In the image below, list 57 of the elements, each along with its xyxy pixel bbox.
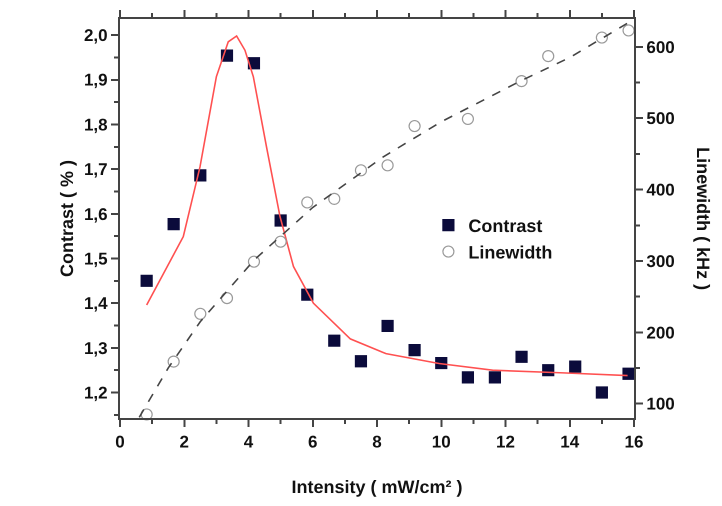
point bbox=[274, 236, 287, 248]
point bbox=[542, 50, 554, 62]
y2-tick-label: 200 bbox=[646, 323, 675, 342]
y-tick-label: 1,7 bbox=[84, 160, 108, 180]
y-tick-label: 1,9 bbox=[84, 70, 108, 90]
point bbox=[515, 350, 528, 363]
legend-label: Contrast bbox=[468, 216, 542, 236]
y2-tick-label: 100 bbox=[646, 394, 675, 414]
x-tick-label: 4 bbox=[244, 432, 254, 452]
y-tick-label: 1,4 bbox=[84, 294, 108, 314]
point bbox=[168, 356, 180, 368]
x-tick-label: 16 bbox=[624, 432, 644, 452]
point bbox=[622, 368, 635, 380]
legend-label: Linewidth bbox=[468, 242, 552, 263]
point bbox=[569, 360, 582, 373]
point bbox=[408, 120, 421, 132]
x-tick-label: 0 bbox=[115, 432, 125, 452]
point bbox=[220, 292, 234, 304]
point bbox=[328, 192, 340, 205]
point bbox=[488, 371, 501, 384]
y2-axis-title: Linewidth ( kHz ) bbox=[692, 147, 713, 290]
y2-tick-label: 300 bbox=[646, 252, 675, 271]
point bbox=[354, 164, 368, 176]
point bbox=[194, 308, 206, 320]
point bbox=[622, 24, 635, 37]
point bbox=[140, 408, 153, 421]
point bbox=[408, 344, 421, 356]
x-tick-label: 2 bbox=[180, 432, 189, 452]
y-axis-title: Contrast ( % ) bbox=[57, 160, 77, 277]
point bbox=[168, 218, 180, 230]
y2-tick-label: 600 bbox=[646, 38, 675, 57]
x-tick-label: 6 bbox=[308, 432, 318, 452]
point bbox=[382, 159, 394, 172]
point bbox=[596, 31, 608, 44]
point bbox=[354, 355, 368, 368]
x-tick-label: 14 bbox=[560, 432, 580, 452]
point bbox=[328, 334, 340, 347]
y-tick-label: 1,5 bbox=[84, 249, 108, 268]
x-axis-title: Intensity ( mW/cm² ) bbox=[291, 477, 463, 497]
y-tick-label: 1,8 bbox=[84, 115, 108, 134]
point bbox=[462, 112, 474, 126]
point bbox=[515, 75, 528, 88]
point bbox=[140, 274, 153, 287]
point bbox=[382, 320, 394, 332]
y-tick-label: 1,2 bbox=[84, 383, 108, 402]
point bbox=[462, 371, 474, 384]
x-tick-label: 12 bbox=[496, 432, 515, 452]
y2-tick-label: 400 bbox=[646, 180, 675, 200]
point bbox=[301, 196, 314, 209]
y-tick-label: 2,0 bbox=[84, 26, 108, 46]
y-tick-label: 1,3 bbox=[84, 338, 108, 358]
x-tick-label: 10 bbox=[432, 432, 451, 452]
x-tick-label: 8 bbox=[372, 432, 382, 452]
point bbox=[596, 386, 608, 399]
y2-tick-label: 500 bbox=[646, 109, 675, 128]
y-tick-label: 1,6 bbox=[84, 204, 108, 224]
point bbox=[248, 256, 260, 268]
